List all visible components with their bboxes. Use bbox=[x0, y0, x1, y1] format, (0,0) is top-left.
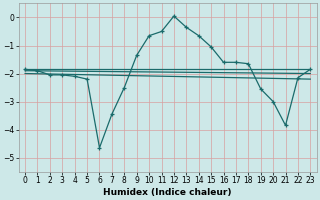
X-axis label: Humidex (Indice chaleur): Humidex (Indice chaleur) bbox=[103, 188, 232, 197]
